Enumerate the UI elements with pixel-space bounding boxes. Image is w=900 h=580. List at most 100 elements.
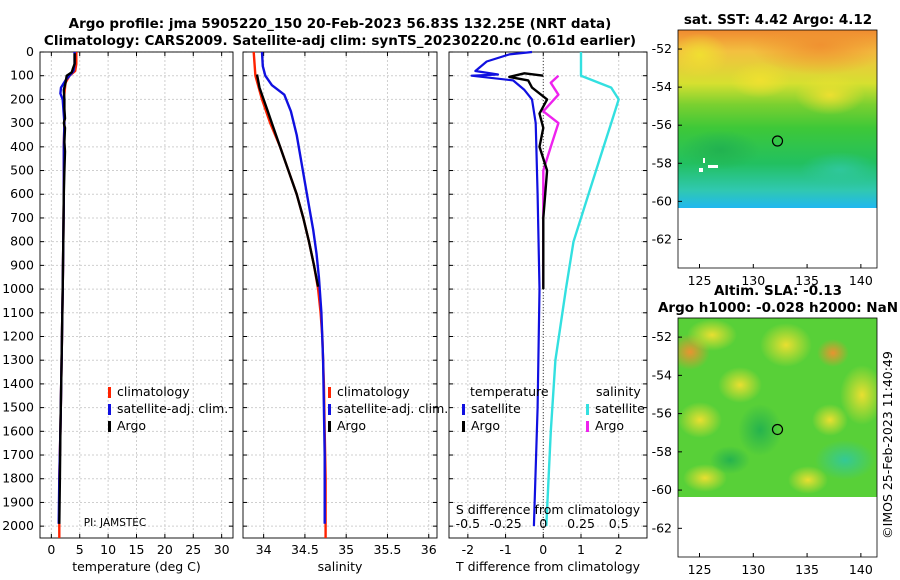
- temperature-xlabel: temperature (deg C): [72, 559, 201, 574]
- salinity-axes-frame: [242, 51, 438, 539]
- x-tick-label: 0: [539, 542, 547, 557]
- sst-profile-location-marker: [771, 135, 784, 147]
- sla-high-patch: [687, 319, 737, 351]
- series-climatology: [252, 51, 327, 538]
- legend-label: Argo: [471, 418, 500, 433]
- x-tick-label: 30: [214, 542, 230, 557]
- x-tick-label: 36: [421, 542, 437, 557]
- map-y-tick-label: -52: [652, 329, 672, 344]
- map-y-tick-label: -54: [652, 79, 672, 94]
- sla-high-patch: [788, 466, 828, 494]
- pi-annotation: PI: JAMSTEC: [84, 517, 147, 529]
- x-tick-label: 34.5: [291, 542, 319, 557]
- imos-timestamp: ©IMOS 25-Feb-2023 11:40:49: [880, 351, 895, 539]
- differences-panel: -2 -1 0 1 2 T difference from climatology -0.5…: [448, 50, 648, 574]
- series-t-satellite: [470, 50, 541, 527]
- sla-map-axes: 125 130 135 140 -52 -54 -56 -58 -60 -62: [652, 329, 873, 577]
- legend-label: climatology: [337, 384, 410, 399]
- y-tick-label: 1300: [2, 352, 34, 367]
- x2-tick-label: -0.25: [489, 516, 521, 531]
- x-tick-label: 34: [256, 542, 272, 557]
- sla-high-patch: [683, 464, 727, 492]
- legend-label: Argo: [117, 418, 146, 433]
- sst-missing-pixel: [699, 168, 703, 172]
- differences-axes-frame: [448, 51, 648, 539]
- sst-warm-patch: [678, 33, 728, 77]
- sst-missing-pixel: [708, 165, 718, 168]
- sla-high-patch: [678, 402, 722, 438]
- legend-swatch: [328, 387, 331, 398]
- legend-swatch: [462, 404, 465, 415]
- y-tick-label: 1000: [2, 281, 34, 296]
- sla-high-patch: [760, 323, 812, 367]
- sst-map: sat. SST: 4.42 Argo: 4.12 125 130 135 140 -5…: [652, 12, 878, 288]
- y-tick-label: 2000: [2, 518, 34, 533]
- legend-swatch: [108, 404, 111, 415]
- y-tick-label: 700: [10, 210, 34, 225]
- sst-map-title: sat. SST: 4.42 Argo: 4.12: [684, 12, 872, 28]
- map-y-tick-label: -58: [652, 444, 672, 459]
- sla-low-patch: [710, 446, 750, 474]
- map-x-tick-label: 130: [741, 273, 765, 288]
- figure-title-line1: Argo profile: jma 5905220_150 20-Feb-202…: [69, 16, 612, 32]
- sla-map-subtitle: Argo h1000: -0.028 h2000: NaN: [658, 300, 898, 316]
- series-s-satellite: [545, 52, 620, 527]
- sst-warm-patch: [795, 75, 865, 115]
- sst-missing-data: [678, 208, 877, 268]
- y-tick-label: 0: [26, 44, 34, 59]
- y-tick-label: 1700: [2, 447, 34, 462]
- x-tick-label: 10: [100, 542, 116, 557]
- legend-swatch: [328, 421, 331, 432]
- sla-map: Altim. SLA: -0.13 Argo h1000: -0.028 h20…: [652, 283, 898, 577]
- y-tick-label: 300: [10, 115, 34, 130]
- x-tick-label: -2: [462, 542, 474, 557]
- map-y-tick-label: -62: [652, 520, 672, 535]
- sla-map-frame: [677, 317, 878, 558]
- salinity-xlabel: salinity: [318, 559, 363, 574]
- sst-map-frame: [677, 29, 878, 269]
- profile-panels: 0 5 10 15 20 25 300100200300400500600700800900…: [2, 44, 648, 574]
- x-tick-label: -1: [499, 542, 511, 557]
- legend-label: Argo: [595, 418, 624, 433]
- x-tick-label: 25: [185, 542, 201, 557]
- sla-low-patch: [815, 440, 875, 480]
- series-satellite-adj-clim: [260, 51, 326, 524]
- x-tick-label: 1: [577, 542, 585, 557]
- y-tick-label: 1400: [2, 376, 34, 391]
- temperature-panel: 0 5 10 15 20 25 300100200300400500600700800900…: [2, 44, 234, 574]
- series-argo: [58, 53, 76, 524]
- sla-high-patch: [840, 365, 877, 425]
- sst-warm-patch: [730, 62, 790, 98]
- x2-tick-label: 0.5: [609, 516, 629, 531]
- legend-label: climatology: [117, 384, 190, 399]
- sla-profile-location-marker: [771, 423, 784, 436]
- legend-label: satellite-adj. clim.: [117, 401, 228, 416]
- map-x-tick-label: 140: [849, 562, 873, 577]
- y-tick-label: 400: [10, 139, 34, 154]
- map-x-tick-label: 125: [688, 273, 712, 288]
- sst-map-axes: 125 130 135 140 -52 -54 -56 -58 -60 -62: [652, 41, 873, 288]
- sst-cool-patch: [680, 130, 760, 170]
- sla-high-patch: [817, 339, 849, 367]
- x-tick-label: 20: [157, 542, 173, 557]
- legend-swatch: [462, 421, 465, 432]
- map-y-tick-label: -54: [652, 367, 672, 382]
- legend-label: satellite-adj. clim.: [337, 401, 448, 416]
- y-tick-label: 1500: [2, 400, 34, 415]
- y-tick-label: 1800: [2, 471, 34, 486]
- map-y-tick-label: -62: [652, 231, 672, 246]
- y-tick-label: 800: [10, 234, 34, 249]
- legend-label: satellite: [471, 401, 521, 416]
- map-y-tick-label: -60: [652, 193, 672, 208]
- map-y-tick-label: -58: [652, 155, 672, 170]
- x2-tick-label: 0: [539, 516, 547, 531]
- sla-map-title: Altim. SLA: -0.13: [714, 283, 842, 299]
- legend-swatch: [108, 387, 111, 398]
- map-y-tick-label: -56: [652, 117, 672, 132]
- sla-high-patch: [812, 404, 848, 436]
- x-tick-label: 5: [76, 542, 84, 557]
- series-s-argo: [542, 74, 560, 287]
- y-tick-label: 1200: [2, 328, 34, 343]
- y-tick-label: 100: [10, 68, 34, 83]
